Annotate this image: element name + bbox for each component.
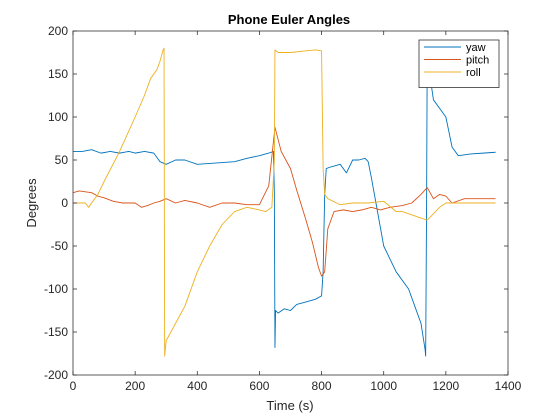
series-layer xyxy=(72,47,496,357)
plot-area xyxy=(73,31,508,375)
x-axis-label: Time (s) xyxy=(266,398,313,413)
y-tick-label: 0 xyxy=(61,196,68,210)
series-line-roll xyxy=(73,47,496,357)
y-tick-label: 50 xyxy=(55,153,69,167)
y-tick-label: -150 xyxy=(44,325,68,339)
x-tick-label: 0 xyxy=(70,379,77,393)
series-line-yaw xyxy=(73,56,496,357)
legend-label-yaw: yaw xyxy=(466,42,486,54)
chart-title: Phone Euler Angles xyxy=(228,12,350,27)
x-tick-label: 800 xyxy=(312,379,332,393)
x-tick-label: 600 xyxy=(249,379,269,393)
y-tick-label: -200 xyxy=(44,368,68,382)
x-tick-label: 400 xyxy=(187,379,207,393)
x-tick-label: 1000 xyxy=(370,379,397,393)
x-tick-label: 1200 xyxy=(433,379,460,393)
legend-box xyxy=(418,39,500,88)
series-line-pitch xyxy=(72,126,496,277)
x-tick-label: 1400 xyxy=(495,379,522,393)
legend-label-pitch: pitch xyxy=(466,55,489,67)
y-tick-label: 150 xyxy=(48,67,68,81)
ticks-layer: 0 200 400 600 800 1000 1200 1400-200-150-100-50… xyxy=(44,24,522,393)
y-axis-label: Degrees xyxy=(24,178,39,228)
legend-label-roll: roll xyxy=(466,67,481,79)
y-tick-label: -100 xyxy=(44,282,68,296)
y-tick-label: -50 xyxy=(51,239,69,253)
y-tick-label: 100 xyxy=(48,110,68,124)
x-tick-label: 200 xyxy=(125,379,145,393)
y-tick-label: 200 xyxy=(48,24,68,38)
